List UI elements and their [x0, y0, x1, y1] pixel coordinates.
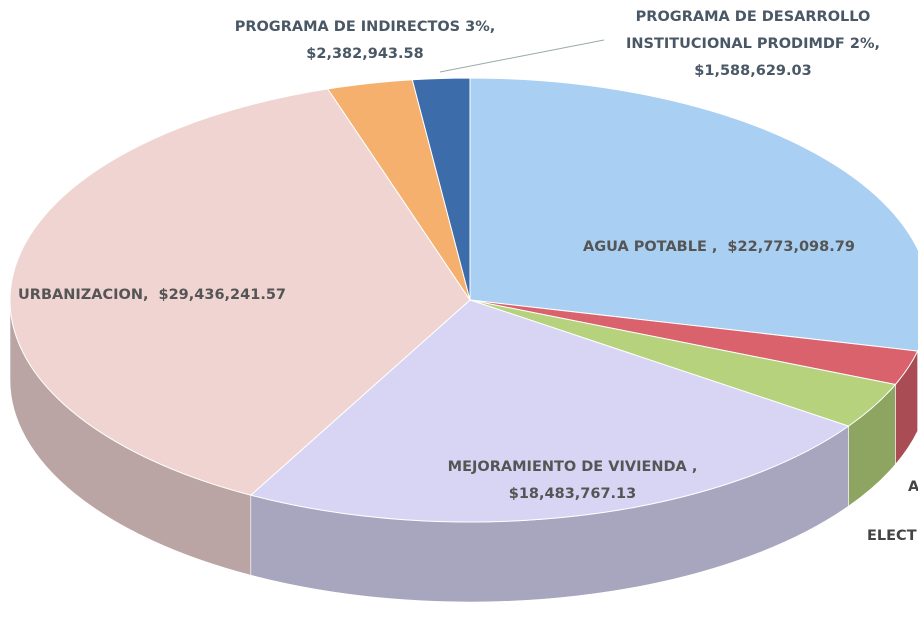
category: ELECT	[867, 528, 917, 544]
label: ELECT	[867, 523, 917, 550]
label: PROGRAMA DE DESARROLLO INSTITUCIONAL PRO…	[598, 4, 908, 85]
slice	[469, 77, 918, 352]
category: AGUA POTABLE ,	[583, 239, 718, 255]
slice	[411, 77, 471, 301]
value-label: $2,382,943.58	[306, 46, 424, 62]
label: PROGRAMA DE INDIRECTOS 3%, $2,382,943.58	[195, 14, 535, 68]
value-label: $1,588,629.03	[694, 63, 812, 79]
slice	[9, 88, 471, 496]
label: A	[908, 474, 918, 501]
category: MEJORAMIENTO DE VIVIENDA ,	[447, 459, 698, 475]
label: URBANIZACION, $29,436,241.57	[18, 282, 286, 309]
category: URBANIZACION,	[18, 287, 149, 303]
value-label: $29,436,241.57	[158, 287, 287, 303]
category: A	[908, 479, 918, 495]
label: AGUA POTABLE , $22,773,098.79	[583, 234, 855, 261]
label: MEJORAMIENTO DE VIVIENDA , $18,483,767.1…	[400, 454, 745, 508]
category: PROGRAMA DE INDIRECTOS 3%,	[234, 19, 496, 35]
category: PROGRAMA DE DESARROLLO INSTITUCIONAL PRO…	[625, 9, 881, 52]
leader-line	[439, 39, 605, 73]
value-label: $22,773,098.79	[727, 239, 855, 255]
value-label: $18,483,767.13	[508, 486, 637, 502]
slice	[249, 299, 850, 523]
